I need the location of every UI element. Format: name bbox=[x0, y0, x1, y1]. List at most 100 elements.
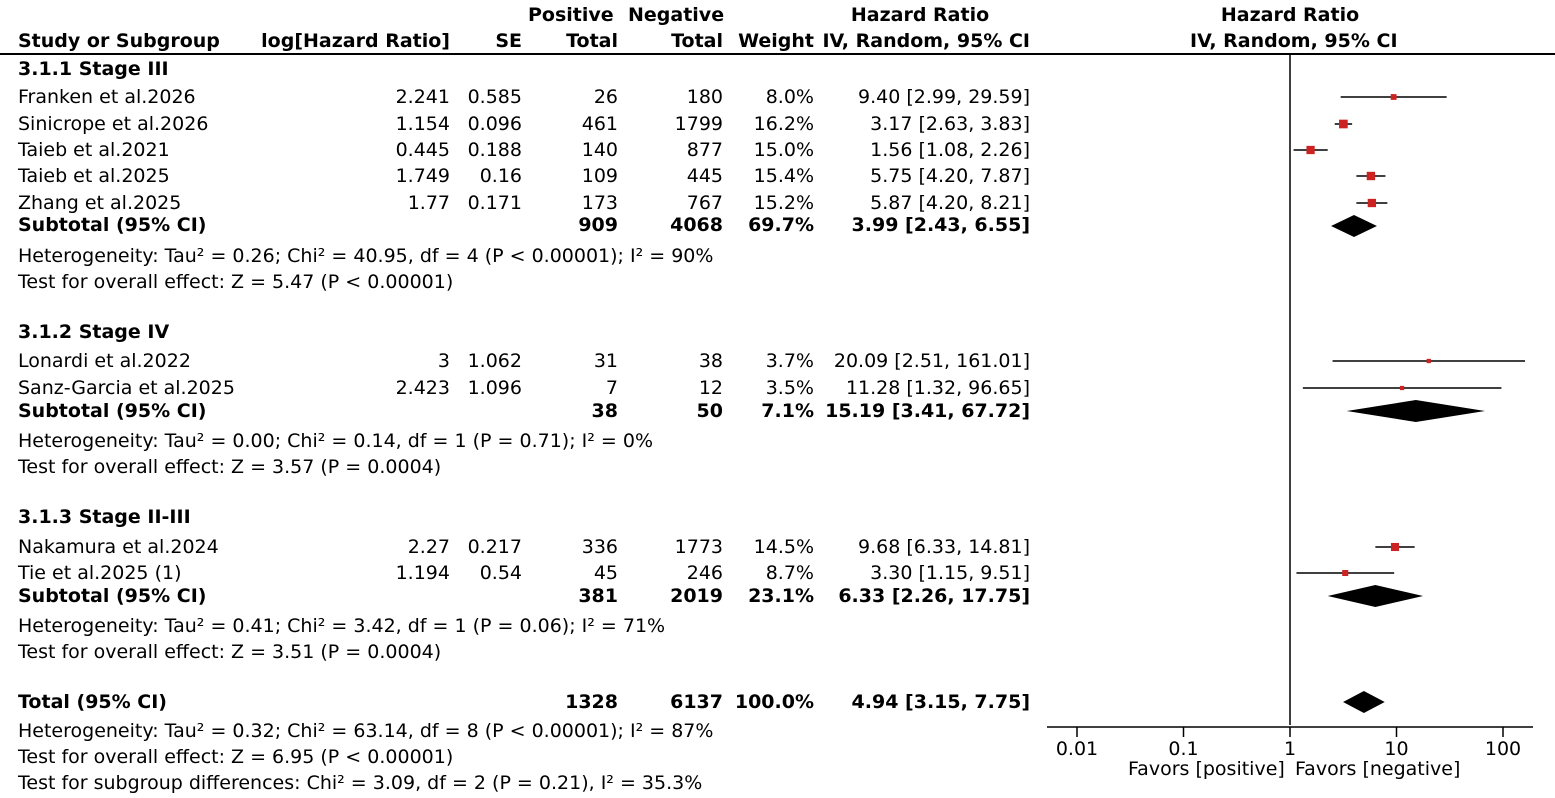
study-ci: 20.09 [2.51, 161.01] bbox=[833, 350, 1030, 372]
study-neg: 246 bbox=[686, 562, 723, 584]
pooled-diamond bbox=[1331, 215, 1377, 237]
header-study: Study or Subgroup bbox=[18, 30, 220, 52]
study-weight: 8.7% bbox=[765, 562, 814, 584]
study-name: Zhang et al.2025 bbox=[18, 192, 182, 214]
study-se: 0.217 bbox=[467, 536, 522, 558]
pooled-diamond bbox=[1343, 691, 1385, 713]
study-se: 0.54 bbox=[479, 562, 522, 584]
study-name: Taieb et al.2021 bbox=[18, 139, 170, 161]
study-loghr: 2.423 bbox=[395, 377, 450, 399]
header-hr-method: IV, Random, 95% CI bbox=[822, 30, 1030, 52]
study-se: 1.062 bbox=[467, 350, 522, 372]
study-marker bbox=[1399, 385, 1405, 391]
study-marker bbox=[1367, 198, 1377, 208]
study-marker bbox=[1339, 119, 1348, 129]
total-weight: 100.0% bbox=[734, 691, 814, 713]
study-weight: 15.2% bbox=[753, 192, 814, 214]
study-marker bbox=[1306, 145, 1315, 155]
study-neg: 12 bbox=[698, 377, 723, 399]
study-name: Sinicrope et al.2026 bbox=[18, 113, 209, 135]
study-loghr: 3 bbox=[437, 350, 450, 372]
study-loghr: 1.194 bbox=[395, 562, 450, 584]
header-negative: Negative bbox=[628, 4, 725, 26]
study-pos: 45 bbox=[593, 562, 618, 584]
subtotal-neg: 50 bbox=[696, 400, 723, 422]
pooled-diamond bbox=[1346, 400, 1485, 422]
overall-effect-text: Test for overall effect: Z = 3.51 (P = 0… bbox=[18, 641, 442, 663]
subtotal-ci: 15.19 [3.41, 67.72] bbox=[825, 400, 1030, 422]
header-weight: Weight bbox=[738, 30, 814, 52]
header-loghr: log[Hazard Ratio] bbox=[261, 30, 450, 52]
study-marker bbox=[1390, 94, 1397, 100]
study-se: 0.585 bbox=[467, 86, 522, 108]
total-ci: 4.94 [3.15, 7.75] bbox=[851, 691, 1030, 713]
study-se: 0.171 bbox=[467, 192, 522, 214]
total-overall-effect-text: Test for overall effect: Z = 6.95 (P < 0… bbox=[18, 746, 454, 768]
study-ci: 9.68 [6.33, 14.81] bbox=[858, 536, 1030, 558]
study-neg: 445 bbox=[686, 165, 723, 187]
total-heterogeneity-text: Heterogeneity: Tau² = 0.32; Chi² = 63.14… bbox=[18, 720, 714, 742]
study-ci: 5.87 [4.20, 8.21] bbox=[870, 192, 1030, 214]
study-marker bbox=[1390, 542, 1400, 552]
header-negative-total: Total bbox=[671, 30, 723, 52]
study-se: 0.096 bbox=[467, 113, 522, 135]
study-se: 1.096 bbox=[467, 377, 522, 399]
subtotal-label: Subtotal (95% CI) bbox=[18, 214, 207, 236]
study-pos: 7 bbox=[605, 377, 618, 399]
study-pos: 461 bbox=[581, 113, 618, 135]
favors-positive-label: Favors [positive] bbox=[1128, 758, 1285, 780]
study-neg: 877 bbox=[686, 139, 723, 161]
study-neg: 767 bbox=[686, 192, 723, 214]
subtotal-pos: 38 bbox=[591, 400, 618, 422]
subtotal-label: Subtotal (95% CI) bbox=[18, 400, 207, 422]
study-weight: 15.0% bbox=[753, 139, 814, 161]
subtotal-pos: 381 bbox=[578, 585, 618, 607]
study-ci: 11.28 [1.32, 96.65] bbox=[845, 377, 1030, 399]
study-loghr: 2.27 bbox=[407, 536, 450, 558]
study-loghr: 0.445 bbox=[395, 139, 450, 161]
x-tick-label: 10 bbox=[1384, 738, 1408, 760]
study-pos: 26 bbox=[593, 86, 618, 108]
header-positive-total: Total bbox=[566, 30, 618, 52]
study-weight: 8.0% bbox=[765, 86, 814, 108]
study-pos: 336 bbox=[581, 536, 618, 558]
study-pos: 140 bbox=[581, 139, 618, 161]
subtotal-neg: 2019 bbox=[670, 585, 723, 607]
subtotal-weight: 69.7% bbox=[748, 214, 814, 236]
study-neg: 1799 bbox=[674, 113, 723, 135]
header-hazard-ratio: Hazard Ratio bbox=[850, 4, 990, 26]
x-tick-label: 100 bbox=[1485, 738, 1521, 760]
subtotal-neg: 4068 bbox=[670, 214, 723, 236]
x-tick-label: 1 bbox=[1284, 738, 1296, 760]
study-marker bbox=[1366, 171, 1376, 181]
study-name: Sanz-Garcia et al.2025 bbox=[18, 377, 235, 399]
header-se: SE bbox=[495, 30, 522, 52]
subtotal-pos: 909 bbox=[578, 214, 618, 236]
study-loghr: 1.77 bbox=[407, 192, 450, 214]
study-ci: 3.30 [1.15, 9.51] bbox=[870, 562, 1030, 584]
study-weight: 14.5% bbox=[753, 536, 814, 558]
subtotal-weight: 7.1% bbox=[761, 400, 814, 422]
study-name: Franken et al.2026 bbox=[18, 86, 196, 108]
header-positive: Positive bbox=[528, 4, 614, 26]
total-label: Total (95% CI) bbox=[18, 691, 167, 713]
pooled-diamond bbox=[1327, 585, 1424, 607]
study-se: 0.16 bbox=[479, 165, 522, 187]
study-neg: 38 bbox=[698, 350, 723, 372]
subgroup-differences-text: Test for subgroup differences: Chi² = 3.… bbox=[18, 772, 703, 794]
study-loghr: 1.154 bbox=[395, 113, 450, 135]
overall-effect-text: Test for overall effect: Z = 5.47 (P < 0… bbox=[18, 271, 454, 293]
study-name: Nakamura et al.2024 bbox=[18, 536, 219, 558]
x-tick-label: 0.01 bbox=[1056, 738, 1098, 760]
study-weight: 3.7% bbox=[765, 350, 814, 372]
favors-negative-label: Favors [negative] bbox=[1295, 758, 1461, 780]
overall-effect-text: Test for overall effect: Z = 3.57 (P = 0… bbox=[18, 456, 442, 478]
subtotal-ci: 6.33 [2.26, 17.75] bbox=[838, 585, 1030, 607]
study-se: 0.188 bbox=[467, 139, 522, 161]
study-weight: 3.5% bbox=[765, 377, 814, 399]
header-plot-method: IV, Random, 95% CI bbox=[1190, 30, 1398, 52]
subtotal-weight: 23.1% bbox=[748, 585, 814, 607]
study-pos: 109 bbox=[581, 165, 618, 187]
subgroup-title: 3.1.3 Stage II-III bbox=[18, 506, 191, 528]
study-pos: 173 bbox=[581, 192, 618, 214]
